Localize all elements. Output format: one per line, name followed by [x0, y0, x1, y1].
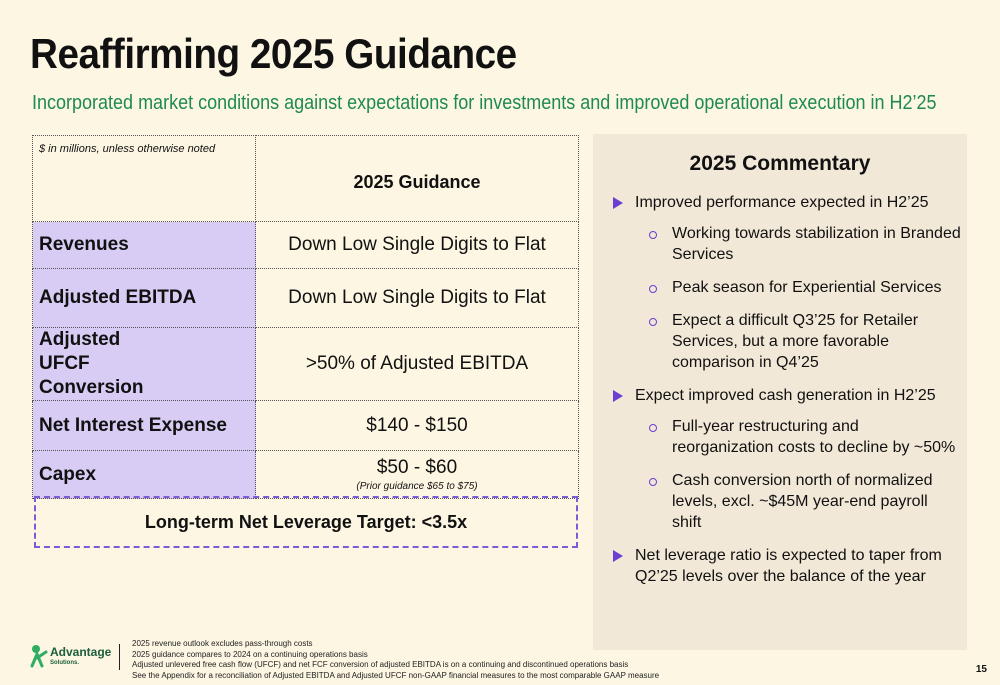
row-value-revenues: Down Low Single Digits to Flat — [255, 221, 579, 269]
table-row: Net Interest Expense $140 - $150 — [32, 400, 579, 451]
commentary-subitem: Working towards stabilization in Branded… — [635, 223, 961, 265]
capex-value: $50 - $60 — [376, 457, 458, 478]
units-note: $ in millions, unless otherwise noted — [32, 135, 256, 222]
page-title: Reaffirming 2025 Guidance — [30, 30, 517, 77]
commentary-subitem: Peak season for Experiential Services — [635, 277, 961, 298]
triangle-bullet-icon — [613, 550, 623, 562]
row-value-capex: $50 - $60 (Prior guidance $65 to $75) — [255, 450, 579, 499]
row-label-capex: Capex — [32, 450, 256, 499]
triangle-bullet-icon — [613, 197, 623, 209]
commentary-subitem: Cash conversion north of normalized leve… — [635, 470, 961, 533]
commentary-subitem: Expect a difficult Q3’25 for Retailer Se… — [635, 310, 961, 373]
commentary-subitem-text: Full-year restructuring and reorganizati… — [672, 418, 956, 456]
footnote: Adjusted unlevered free cash flow (UFCF)… — [132, 660, 629, 669]
table-row: Capex $50 - $60 (Prior guidance $65 to $… — [32, 450, 579, 499]
circle-bullet-icon — [649, 478, 657, 486]
footnotes: 2025 revenue outlook excludes pass-throu… — [132, 639, 659, 681]
row-value-net-interest: $140 - $150 — [255, 400, 579, 451]
commentary-title: 2025 Commentary — [689, 152, 871, 175]
commentary-item: Net leverage ratio is expected to taper … — [611, 545, 961, 587]
circle-bullet-icon — [649, 285, 657, 293]
commentary-item-text: Net leverage ratio is expected to taper … — [635, 547, 942, 585]
logo-wordmark: Advantage — [50, 645, 112, 659]
table-row: Adjusted UFCF Conversion >50% of Adjuste… — [32, 327, 579, 401]
row-label-net-interest: Net Interest Expense — [32, 400, 256, 451]
commentary-list: Improved performance expected in H2’25 W… — [611, 192, 961, 599]
circle-bullet-icon — [649, 231, 657, 239]
commentary-subitem-text: Expect a difficult Q3’25 for Retailer Se… — [672, 312, 919, 371]
page-number: 15 — [975, 664, 987, 675]
commentary-subitem-text: Peak season for Experiential Services — [672, 279, 942, 296]
logo-subtext: Solutions. — [50, 660, 79, 666]
page-subtitle: Incorporated market conditions against e… — [32, 92, 937, 114]
row-value-adjusted-ebitda: Down Low Single Digits to Flat — [255, 268, 579, 328]
commentary-panel: 2025 Commentary Improved performance exp… — [593, 134, 967, 650]
column-header-guidance: 2025 Guidance — [255, 135, 579, 222]
leverage-target-box: Long-term Net Leverage Target: <3.5x — [34, 496, 578, 548]
footnote: 2025 guidance compares to 2024 on a cont… — [132, 649, 368, 659]
commentary-item: Improved performance expected in H2’25 W… — [611, 192, 961, 373]
logo-figure-icon — [30, 645, 48, 668]
row-label-revenues: Revenues — [32, 221, 256, 269]
commentary-item-text: Improved performance expected in H2’25 — [635, 194, 929, 211]
table-header-row: $ in millions, unless otherwise noted 20… — [32, 135, 579, 222]
row-value-adjusted-ufcf: >50% of Adjusted EBITDA — [255, 327, 579, 401]
footnote: 2025 revenue outlook excludes pass-throu… — [132, 639, 313, 648]
guidance-table: $ in millions, unless otherwise noted 20… — [32, 135, 579, 499]
row-label-adjusted-ufcf: Adjusted UFCF Conversion — [32, 327, 256, 401]
commentary-sublist: Full-year restructuring and reorganizati… — [635, 416, 961, 533]
table-row: Revenues Down Low Single Digits to Flat — [32, 221, 579, 269]
table-row: Adjusted EBITDA Down Low Single Digits t… — [32, 268, 579, 328]
capex-prior-note: (Prior guidance $65 to $75) — [356, 481, 478, 492]
commentary-subitem-text: Cash conversion north of normalized leve… — [672, 472, 933, 531]
footnote: See the Appendix for a reconciliation of… — [132, 670, 660, 680]
commentary-subitem: Full-year restructuring and reorganizati… — [635, 416, 961, 458]
commentary-item: Expect improved cash generation in H2’25… — [611, 385, 961, 533]
commentary-item-text: Expect improved cash generation in H2’25 — [635, 387, 936, 404]
company-logo: Advantage Solutions. — [30, 644, 116, 672]
circle-bullet-icon — [649, 318, 657, 326]
triangle-bullet-icon — [613, 390, 623, 402]
circle-bullet-icon — [649, 424, 657, 432]
commentary-subitem-text: Working towards stabilization in Branded… — [672, 225, 961, 263]
commentary-sublist: Working towards stabilization in Branded… — [635, 223, 961, 373]
row-label-adjusted-ebitda: Adjusted EBITDA — [32, 268, 256, 328]
footer-divider — [119, 644, 120, 670]
